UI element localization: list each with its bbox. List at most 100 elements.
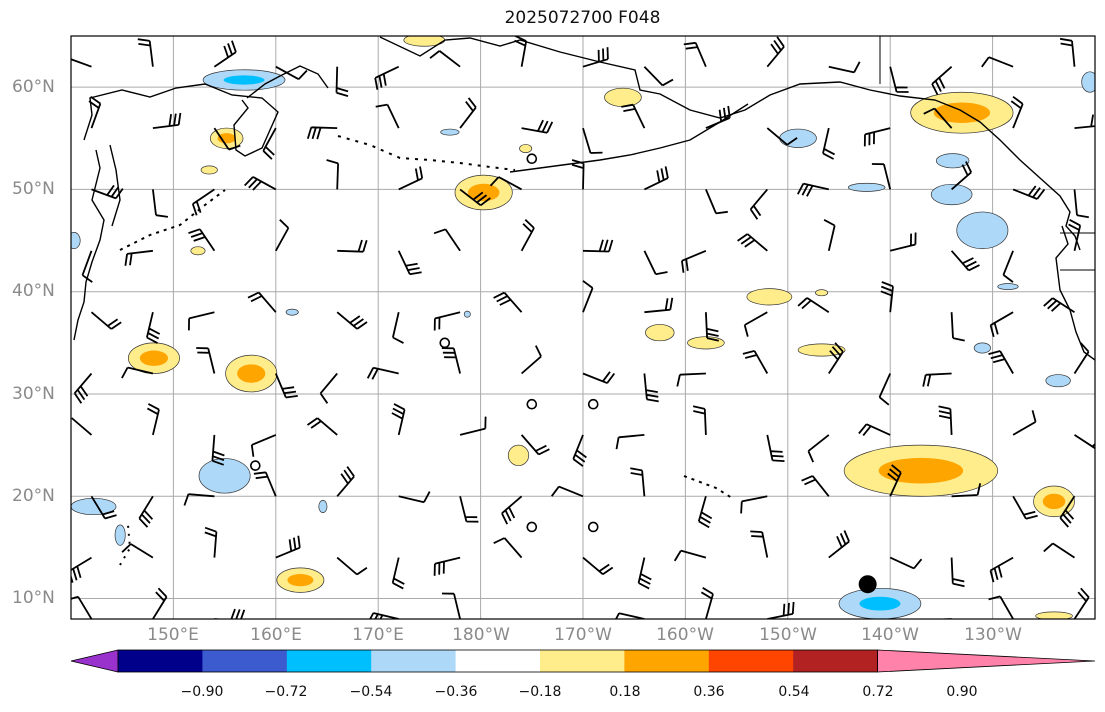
negative-anomaly [930,183,973,206]
wind-barb [692,405,707,435]
lon-label-130w: 130°W [964,625,1022,645]
wind-barb [582,127,603,154]
wind-barb [275,65,308,80]
negative-anomaly [1045,374,1071,388]
wind-barb [582,371,616,384]
wind-barb [391,403,406,436]
negative-anomaly [935,153,970,169]
wind-barb [459,496,479,523]
wind-barb [767,601,795,619]
wind-barb [214,608,246,619]
wind-barb [637,557,652,590]
positive-anomaly [687,336,725,350]
wind-barb [889,232,917,252]
wind-barb [743,311,768,337]
wind-barb [1073,587,1090,619]
negative-anomaly [779,128,817,148]
negative-anomaly [285,308,299,316]
negative-anomaly [956,211,1009,250]
wind-barb [397,250,422,276]
wind-barb [737,233,768,252]
wind-barb [375,103,400,129]
wind-barb [697,496,713,529]
wind-barb [326,159,339,190]
negative-anomaly [463,310,471,318]
wind-barb [823,219,836,252]
wind-barb [989,556,1014,583]
wind-barb [1002,250,1014,283]
wind-barb [644,166,669,191]
wind-barb [146,403,160,436]
wind-barb [459,416,487,436]
wind-barb [88,95,102,129]
wind-barb [582,280,594,313]
wind-barb [676,372,706,387]
positive-anomaly [190,246,206,256]
wind-barb [521,119,554,134]
wind-barb [459,97,477,129]
wind-barb [889,66,909,93]
wind-barb [335,66,349,97]
wind-barb [336,311,368,330]
calm-wind-marker [587,398,599,410]
wind-barb [643,373,659,403]
map-title: 2025072700 F048 [504,8,661,28]
colorbar-tick-label: −0.54 [349,684,393,700]
positive-anomaly [507,444,530,466]
wind-barb [196,347,216,374]
wind-barb [398,166,424,191]
wind-barb [247,291,277,313]
wind-barb [750,530,769,558]
wind-barb [950,250,980,272]
wind-barb [1059,495,1076,528]
wind-barb [90,311,122,330]
wind-barb [1068,219,1082,251]
lon-label-150e: 150°E [147,625,199,645]
wind-barb [766,127,798,146]
wind-barb [501,495,523,525]
positive-anomaly [200,165,218,175]
wind-barb [1012,495,1038,520]
wind-barb [749,188,768,220]
wind-barb [213,40,237,68]
calm-wind-marker [587,521,599,533]
wind-barb [863,127,891,147]
calm-wind-marker [526,398,538,410]
wind-barb [489,176,523,191]
wind-barb [337,239,368,253]
japan-coast [73,149,105,341]
wind-barb [336,466,355,497]
wind-barb [90,495,117,520]
wind-barb [797,297,830,313]
map-frame [70,35,1096,620]
wind-barb [514,36,528,67]
chukotka-coast [246,65,329,99]
sakhalin-coast [109,144,121,227]
wind-barb [828,618,830,619]
wind-barb [433,311,461,331]
wind-barb [766,434,785,462]
lat-label-10: 10°N [12,588,55,608]
kuril-islands [119,189,226,251]
wind-barb [138,495,154,528]
wind-barb [828,530,850,559]
wind-barb [262,127,277,160]
kamchatka-coast [83,83,279,157]
lon-label-170e: 170°E [352,625,404,645]
wind-barb [137,38,154,67]
wind-barb [871,163,892,190]
wind-barb [923,107,953,129]
wind-barb [121,366,154,379]
colorbar-tick-label: 0.54 [778,684,810,700]
negative-anomaly [847,182,886,192]
positive-anomaly [1035,611,1073,619]
wind-barb [274,373,298,399]
aleutian-islands [337,135,516,171]
wind-barb [391,557,405,590]
wind-barb [951,161,973,191]
wind-barb [275,535,301,559]
wind-barb [1010,95,1024,129]
wind-barb [336,556,368,576]
wind-barb [950,312,965,342]
positive-anomaly [604,87,642,107]
